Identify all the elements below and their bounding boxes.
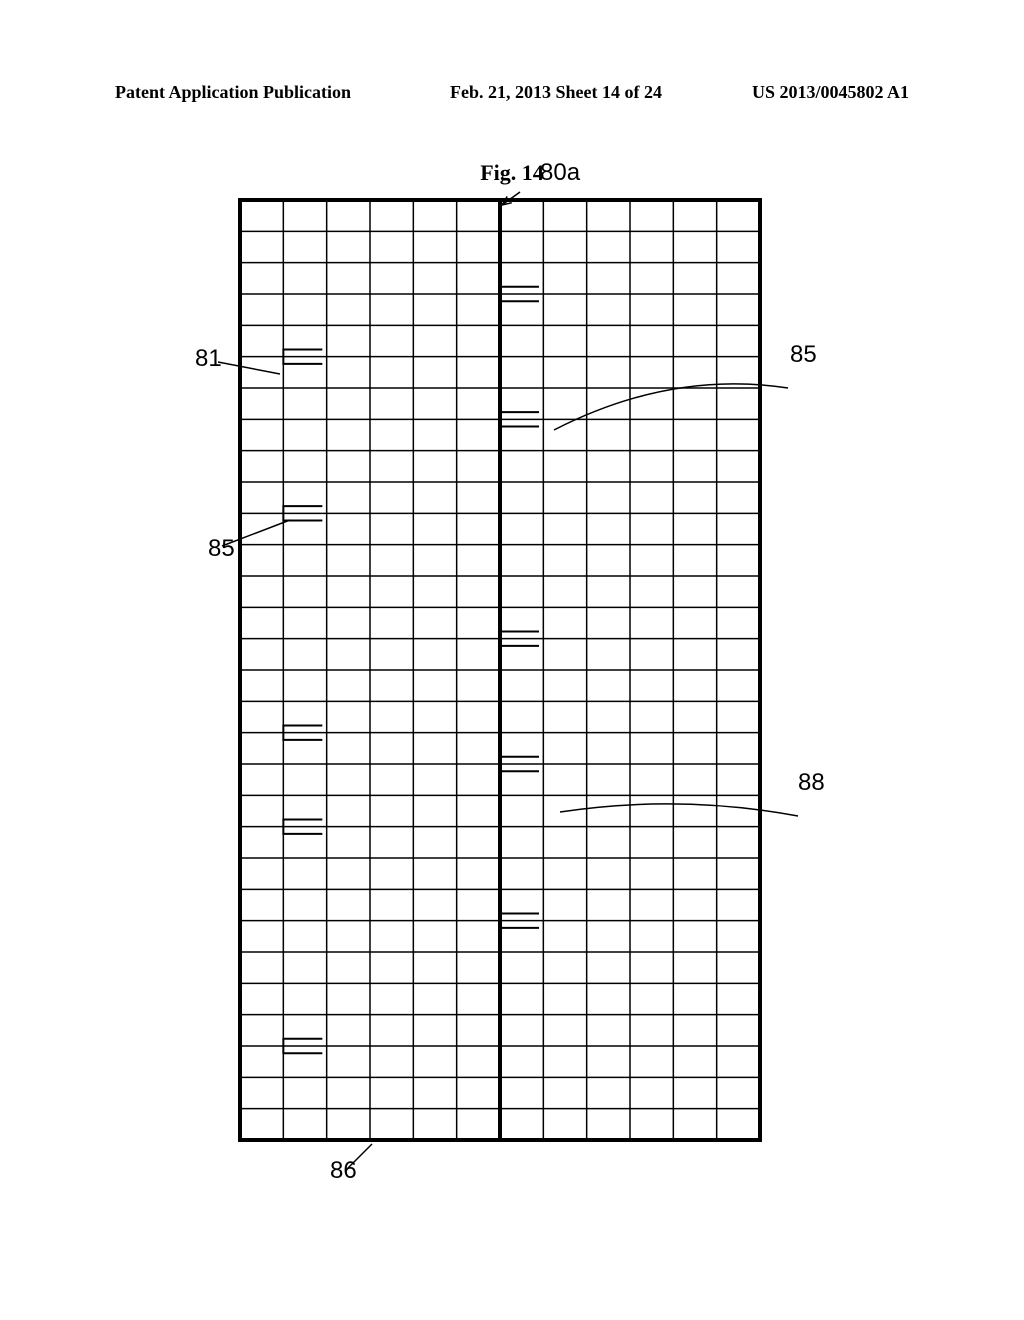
page-container: Patent Application Publication Feb. 21, …: [0, 0, 1024, 1320]
callout-leader: [560, 804, 798, 816]
figure-diagram: 80a 81 85 85 88 86: [0, 0, 1024, 1320]
callout-label: 86: [330, 1157, 357, 1184]
callout-label: 80a: [540, 159, 581, 186]
callout-label: 85: [208, 535, 235, 562]
callout-leader: [218, 362, 280, 374]
callout-label: 88: [798, 769, 825, 796]
callout-leader: [554, 384, 788, 430]
callout-label: 85: [790, 341, 817, 368]
callout-label: 81: [195, 345, 222, 372]
